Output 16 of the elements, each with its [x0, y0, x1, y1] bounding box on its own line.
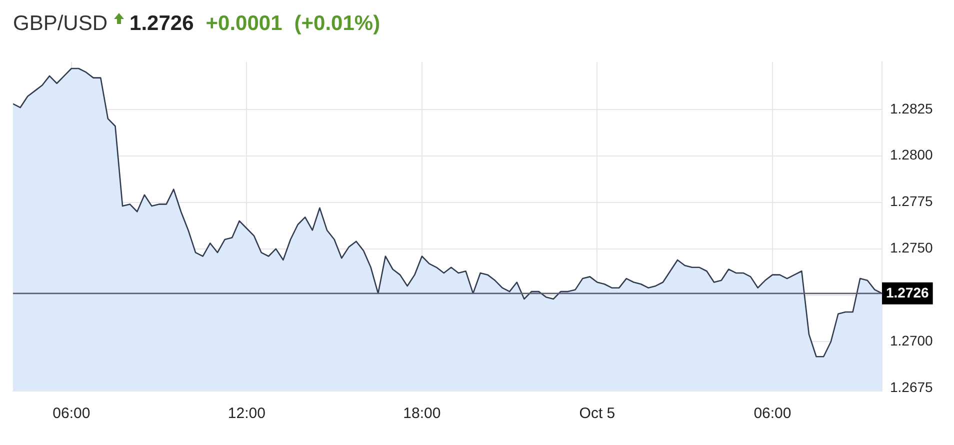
x-tick-label: Oct 5: [579, 405, 616, 422]
y-tick-label: 1.2800: [890, 146, 934, 163]
ref-line-label: 1.2726: [886, 284, 930, 300]
y-tick-label: 1.2775: [890, 193, 934, 210]
y-tick-label: 1.2675: [890, 379, 934, 396]
text: (+0.01%): [294, 12, 380, 36]
y-tick-label: 1.2825: [890, 100, 934, 116]
text: 1.2726: [130, 12, 194, 36]
x-tick-label: 06:00: [754, 405, 792, 422]
y-tick-label: 1.2700: [890, 332, 934, 349]
x-tick-label: 12:00: [228, 405, 266, 422]
x-tick-label: 06:00: [52, 405, 90, 422]
chart-title: GBP/USD: [13, 12, 108, 36]
x-tick-label: 18:00: [403, 405, 441, 422]
text: +0.0001: [206, 12, 282, 36]
y-tick-label: 1.2750: [890, 240, 934, 256]
